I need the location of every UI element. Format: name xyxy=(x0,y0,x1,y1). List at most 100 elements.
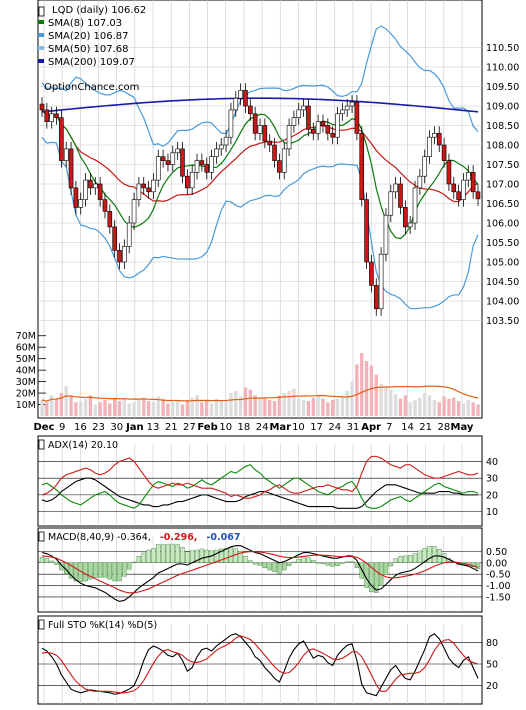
macd-histogram-bar xyxy=(68,562,74,579)
macd-histogram-bar xyxy=(388,562,393,567)
legend-entry: SMA(20) 106.87 xyxy=(48,31,129,42)
volume-bar xyxy=(64,386,68,416)
macd-histogram-bar xyxy=(141,552,146,563)
price-tick-label: 109.00 xyxy=(486,102,519,113)
sma-20-line xyxy=(41,109,479,203)
candle-body xyxy=(248,105,253,115)
candle-body xyxy=(456,191,461,200)
macd-histogram-bar xyxy=(272,562,277,573)
candle-body xyxy=(398,183,403,208)
panel-tick-label: 40 xyxy=(486,457,498,468)
volume-bar xyxy=(122,398,127,416)
macd-histogram-bar xyxy=(214,549,219,563)
candle-body xyxy=(315,121,321,134)
macd-label: MACD(8,40,9) -0.364, -0.296, -0.067 xyxy=(48,532,240,543)
macd-histogram-bar xyxy=(374,562,379,593)
volume-bar xyxy=(137,399,141,416)
volume-bar xyxy=(190,397,194,416)
volume-bar xyxy=(326,402,330,416)
macd-histogram-bar xyxy=(335,562,340,566)
macd-histogram-bar xyxy=(102,562,108,578)
candle-body xyxy=(277,160,282,173)
legend-entry: SMA(50) 107.68 xyxy=(48,44,129,55)
volume-bar xyxy=(374,374,378,416)
volume-bar xyxy=(297,398,301,416)
candle-body xyxy=(92,183,98,189)
candle-body xyxy=(378,253,384,310)
macd-histogram-bar xyxy=(185,551,190,563)
volume-bar xyxy=(54,398,59,416)
volume-bar xyxy=(350,381,354,416)
volume-bar xyxy=(180,404,185,416)
candle-body xyxy=(340,109,345,115)
price-tick-label: 110.00 xyxy=(486,63,519,74)
volume-bar xyxy=(175,401,180,416)
volume-bar xyxy=(418,397,422,416)
candle-body xyxy=(122,246,127,263)
bollinger-upper-line xyxy=(41,25,479,147)
price-tick-label: 104.00 xyxy=(486,297,519,308)
volume-bar xyxy=(166,403,170,416)
volume-bar xyxy=(214,398,219,416)
volume-bar xyxy=(471,402,475,416)
candle-body xyxy=(175,148,180,154)
candle-body xyxy=(393,183,398,193)
volume-bar xyxy=(171,402,175,416)
macd-histogram-bar xyxy=(228,547,234,563)
volume-tick-label: 50M xyxy=(16,354,36,365)
volume-bar xyxy=(248,389,252,416)
panel-series-line xyxy=(41,464,479,509)
volume-bar xyxy=(200,402,204,416)
macd-histogram-bar xyxy=(122,562,127,577)
x-axis-labels: Dec 9 16 23 30 Jan 13 21 27 Feb 10 18 24 Mar 10 17 24 31 A… xyxy=(33,422,473,433)
macd-histogram-bar xyxy=(175,544,180,563)
legend-swatch xyxy=(38,33,44,37)
price-tick-label: 109.50 xyxy=(486,82,519,93)
panel-series-line xyxy=(41,455,479,499)
macd-histogram-bar xyxy=(252,562,258,565)
macd-histogram-bar xyxy=(311,560,316,563)
macd-histogram-bar xyxy=(194,549,200,563)
candle-body xyxy=(146,187,151,193)
panel-tick-label: -1.50 xyxy=(486,592,511,603)
candle-body xyxy=(388,191,394,216)
volume-tick-label: 70M xyxy=(16,331,36,342)
candle-body xyxy=(354,101,360,134)
candle-body xyxy=(218,144,224,150)
volume-bar xyxy=(263,397,267,416)
panel-tick-label: -1.00 xyxy=(486,581,511,592)
candle-body xyxy=(407,222,413,228)
adx-panel: 40 30 20 10 ADX(14) 20.10 xyxy=(37,435,498,527)
volume-bar xyxy=(253,395,257,416)
candle-body xyxy=(131,199,137,224)
watermark: OptionChance.com xyxy=(44,82,139,93)
volume-bar xyxy=(321,398,325,416)
candle-body xyxy=(403,207,408,228)
volume-bar xyxy=(282,393,286,416)
macd-histogram-bar xyxy=(417,550,423,563)
price-tick-label: 110.50 xyxy=(486,43,519,54)
volume-bar xyxy=(161,398,165,416)
x-tick-label: 21 xyxy=(165,422,178,433)
candle-body xyxy=(417,175,423,189)
macd-histogram-bar xyxy=(136,556,142,563)
volume-bar xyxy=(340,395,345,416)
macd-histogram-bar xyxy=(325,562,331,566)
macd-histogram-bar xyxy=(403,555,408,563)
candle-body xyxy=(49,113,54,122)
x-tick-label: 27 xyxy=(183,422,196,433)
volume-bar xyxy=(238,396,243,416)
macd-histogram-bar xyxy=(117,562,122,582)
price-tick-label: 106.00 xyxy=(486,219,519,230)
sma-200-line xyxy=(41,97,479,113)
candle-body xyxy=(306,105,311,130)
macd-histogram-bar xyxy=(349,561,355,563)
volume-bar xyxy=(379,383,383,416)
volume-bar xyxy=(413,399,417,416)
macd-histogram-bar xyxy=(291,561,297,564)
candle-body xyxy=(199,160,205,165)
panel-tick-label: 20 xyxy=(486,490,498,501)
macd-histogram-bar xyxy=(189,550,195,563)
candle-body xyxy=(461,179,466,200)
macd-histogram-bar xyxy=(151,547,156,563)
